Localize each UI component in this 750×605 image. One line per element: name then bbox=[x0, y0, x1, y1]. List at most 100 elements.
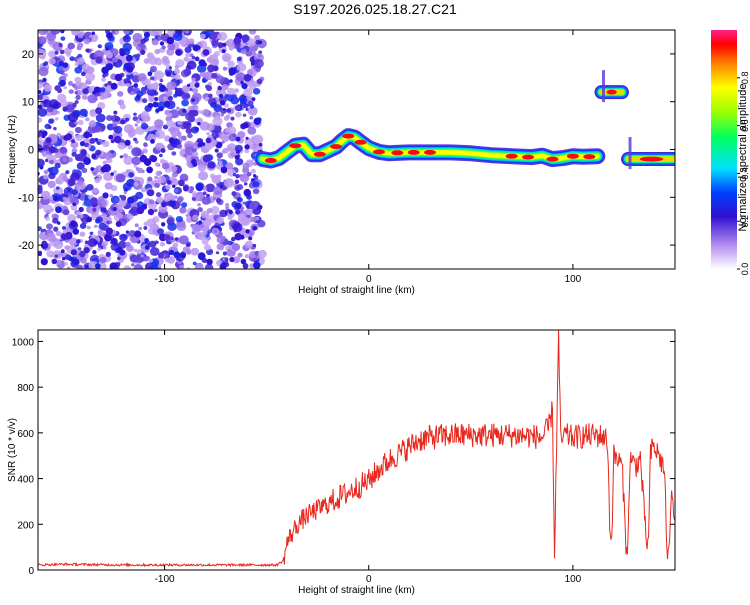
noise-peak bbox=[205, 137, 212, 144]
noise-peak bbox=[172, 184, 176, 188]
noise-speck bbox=[169, 178, 179, 187]
noise-peak bbox=[89, 137, 96, 144]
noise-speck bbox=[101, 240, 109, 247]
noise-speck bbox=[225, 114, 231, 119]
noise-peak bbox=[70, 220, 77, 227]
noise-speck bbox=[54, 117, 59, 121]
noise-speck bbox=[187, 38, 195, 45]
snr-frame bbox=[37, 329, 676, 571]
noise-speck bbox=[38, 36, 47, 45]
noise-peak bbox=[48, 125, 52, 129]
noise-speck bbox=[237, 131, 246, 139]
noise-peak bbox=[202, 49, 210, 56]
noise-peak bbox=[90, 197, 98, 205]
ridge-hotspot bbox=[546, 156, 559, 162]
noise-speck bbox=[89, 231, 94, 235]
noise-speck bbox=[38, 226, 42, 231]
noise-speck bbox=[62, 229, 68, 234]
noise-speck bbox=[203, 141, 214, 151]
ridge-hotspot bbox=[373, 149, 385, 155]
noise-peak bbox=[110, 82, 118, 90]
noise-speck bbox=[143, 36, 150, 42]
noise-speck bbox=[128, 230, 137, 237]
noise-speck bbox=[154, 49, 161, 55]
noise-speck bbox=[237, 252, 243, 258]
noise-speck bbox=[164, 257, 170, 263]
noise-peak bbox=[212, 65, 219, 72]
noise-peak bbox=[40, 258, 48, 266]
noise-speck bbox=[83, 38, 91, 45]
noise-peak bbox=[248, 236, 253, 241]
noise-peak bbox=[245, 136, 249, 140]
noise-speck bbox=[233, 88, 240, 94]
ridge-hotspot bbox=[583, 154, 596, 160]
noise-speck bbox=[186, 60, 197, 70]
noise-speck bbox=[115, 173, 126, 183]
noise-speck bbox=[112, 204, 123, 214]
noise-speck bbox=[207, 161, 216, 169]
noise-speck bbox=[117, 256, 121, 260]
noise-speck bbox=[147, 176, 153, 182]
noise-speck bbox=[216, 152, 223, 159]
noise-speck bbox=[211, 73, 218, 79]
noise-speck bbox=[249, 116, 254, 120]
noise-speck bbox=[131, 263, 135, 267]
noise-speck bbox=[231, 243, 241, 251]
noise-peak bbox=[71, 258, 79, 266]
noise-speck bbox=[244, 148, 250, 154]
noise-speck bbox=[103, 246, 107, 250]
noise-speck bbox=[227, 87, 235, 95]
noise-speck bbox=[133, 112, 137, 116]
noise-peak bbox=[62, 62, 69, 68]
noise-speck bbox=[72, 109, 81, 118]
figure-title: S197.2026.025.18.27.C21 bbox=[293, 1, 457, 17]
noise-speck bbox=[162, 145, 166, 149]
noise-speck bbox=[154, 182, 160, 188]
noise-speck bbox=[140, 123, 149, 130]
noise-speck bbox=[149, 76, 155, 81]
noise-peak bbox=[150, 139, 155, 144]
noise-peak bbox=[231, 236, 236, 242]
noise-peak bbox=[230, 116, 235, 121]
noise-peak bbox=[183, 68, 192, 76]
noise-peak bbox=[105, 63, 113, 71]
noise-speck bbox=[242, 201, 246, 205]
noise-speck bbox=[63, 86, 67, 90]
noise-peak bbox=[45, 137, 52, 144]
noise-speck bbox=[236, 56, 242, 62]
noise-speck bbox=[136, 119, 141, 124]
noise-peak bbox=[144, 238, 149, 243]
noise-speck bbox=[68, 89, 74, 94]
noise-speck bbox=[253, 134, 264, 144]
noise-peak bbox=[218, 93, 224, 99]
noise-speck bbox=[213, 186, 223, 195]
noise-speck bbox=[66, 266, 71, 269]
noise-speck bbox=[48, 118, 54, 124]
noise-speck bbox=[134, 123, 138, 127]
noise-peak bbox=[115, 221, 122, 227]
noise-speck bbox=[74, 100, 79, 104]
noise-speck bbox=[148, 199, 155, 205]
ridge-hotspot bbox=[313, 151, 326, 157]
noise-peak bbox=[194, 56, 200, 62]
noise-speck bbox=[210, 206, 220, 215]
noise-speck bbox=[136, 53, 141, 58]
x-tick-label: 100 bbox=[565, 574, 582, 585]
noise-speck bbox=[76, 57, 85, 65]
noise-speck bbox=[235, 111, 242, 118]
noise-peak bbox=[146, 166, 154, 174]
noise-peak bbox=[126, 65, 134, 73]
noise-speck bbox=[117, 81, 123, 87]
noise-speck bbox=[135, 45, 141, 51]
noise-speck bbox=[87, 238, 98, 247]
noise-speck bbox=[199, 71, 206, 78]
noise-speck bbox=[59, 99, 68, 108]
noise-peak bbox=[159, 41, 165, 46]
noise-peak bbox=[83, 247, 90, 254]
noise-peak bbox=[60, 249, 65, 254]
noise-speck bbox=[64, 47, 72, 55]
noise-speck bbox=[119, 233, 128, 242]
noise-speck bbox=[217, 157, 222, 162]
